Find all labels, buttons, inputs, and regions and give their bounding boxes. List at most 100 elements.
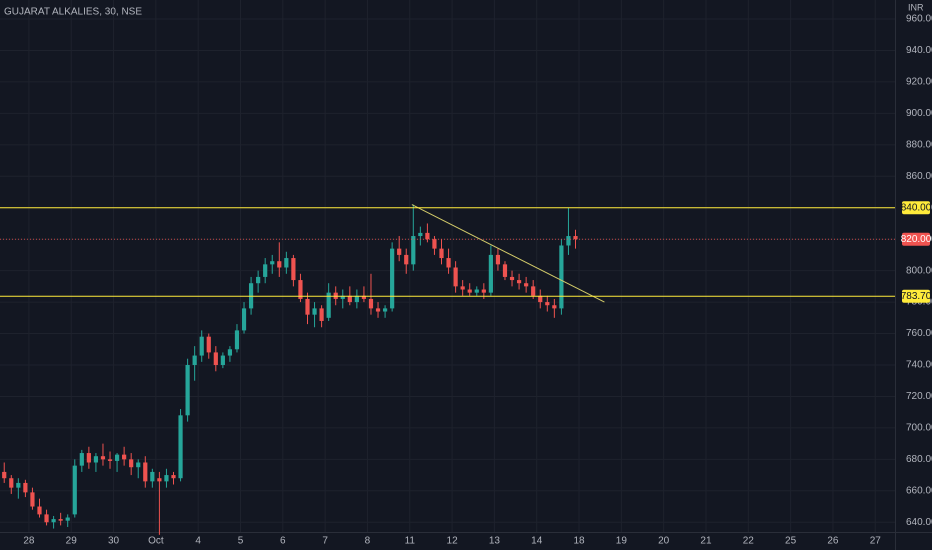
y-tick-label: 880.00 xyxy=(906,139,932,150)
x-tick-label: 13 xyxy=(489,536,501,547)
x-tick-label: 6 xyxy=(280,536,286,547)
x-tick-label: 5 xyxy=(238,536,244,547)
candle-body xyxy=(418,232,423,237)
x-tick-label: 8 xyxy=(365,536,371,547)
x-tick-label: 29 xyxy=(66,536,78,547)
candle-body xyxy=(291,258,296,281)
candle-body xyxy=(545,302,550,306)
y-axis-unit: INR xyxy=(908,2,924,12)
y-tick-label: 720.00 xyxy=(906,391,932,402)
candle-body xyxy=(79,453,84,466)
candle-body xyxy=(171,475,176,479)
price-tag xyxy=(902,289,930,303)
y-tick-label: 900.00 xyxy=(906,108,932,119)
y-tick-label: 940.00 xyxy=(906,45,932,56)
candle-body xyxy=(241,308,247,331)
candle-body xyxy=(150,471,155,482)
candle-body xyxy=(157,478,162,482)
candle-body xyxy=(474,289,479,293)
candle-body xyxy=(481,289,486,293)
x-tick-label: 25 xyxy=(785,536,797,547)
y-tick-label: 660.00 xyxy=(906,485,932,496)
x-tick-label: 22 xyxy=(743,536,755,547)
candle-body xyxy=(122,454,127,460)
candle-body xyxy=(93,456,99,463)
x-tick-label: 7 xyxy=(322,536,328,547)
y-tick-label: 640.00 xyxy=(906,517,932,528)
candle-body xyxy=(354,295,359,303)
candle-body xyxy=(446,258,451,268)
candle-body xyxy=(375,308,381,312)
candle-body xyxy=(411,236,416,265)
candle-body xyxy=(51,519,56,523)
candle-body xyxy=(100,456,106,460)
candle-body xyxy=(516,280,522,284)
candle-body xyxy=(340,295,345,299)
price-tag-label: 783.70 xyxy=(901,291,932,302)
candle-body xyxy=(439,248,444,259)
y-tick-label: 920.00 xyxy=(906,77,932,88)
y-tick-label: 800.00 xyxy=(906,265,932,276)
y-tick-label: 700.00 xyxy=(906,423,932,434)
candle-body xyxy=(305,298,310,315)
candle-body xyxy=(213,352,218,365)
candle-body xyxy=(502,264,508,277)
candle-body xyxy=(404,254,409,265)
candle-body xyxy=(573,236,578,240)
candle-body xyxy=(566,236,571,246)
x-tick-label: 18 xyxy=(573,536,585,547)
candle-body xyxy=(326,292,331,318)
x-tick-label: 14 xyxy=(531,536,543,547)
candle-body xyxy=(467,289,472,293)
price-tag-label: 840.00 xyxy=(901,202,932,213)
candle-body xyxy=(460,286,465,290)
candle-body xyxy=(129,459,134,468)
candle-body xyxy=(220,355,225,365)
candle-body xyxy=(16,482,21,488)
candle-body xyxy=(256,276,261,284)
x-tick-label: 19 xyxy=(616,536,628,547)
candle-body xyxy=(37,506,42,515)
x-tick-label: 21 xyxy=(700,536,712,547)
candle-body xyxy=(277,261,282,268)
candle-body xyxy=(30,492,35,507)
x-tick-label: 20 xyxy=(658,536,670,547)
candle-body xyxy=(509,276,515,281)
candle-body xyxy=(361,295,367,299)
candle-body xyxy=(284,258,289,268)
candle-body xyxy=(65,517,70,521)
candle-body xyxy=(524,283,529,287)
x-tick-label: 12 xyxy=(447,536,459,547)
candle-body xyxy=(178,415,183,479)
x-tick-label: 28 xyxy=(23,536,35,547)
candle-body xyxy=(425,232,430,240)
candle-body xyxy=(263,264,268,277)
candle-body xyxy=(199,336,204,356)
candle-body xyxy=(531,286,536,296)
x-tick-label: 11 xyxy=(405,536,416,547)
candle-body xyxy=(23,482,28,493)
candle-body xyxy=(298,280,303,299)
x-tick-label: 27 xyxy=(870,536,882,547)
candle-body xyxy=(347,295,352,303)
y-tick-label: 740.00 xyxy=(906,360,932,371)
candle-body xyxy=(234,330,240,350)
candle-body xyxy=(397,248,402,255)
trendline xyxy=(411,204,605,303)
y-tick-label: 760.00 xyxy=(906,328,932,339)
current-price-tag xyxy=(902,232,930,246)
y-tick-label: 860.00 xyxy=(906,171,932,182)
candle-body xyxy=(136,462,141,468)
candle-body xyxy=(538,295,543,303)
candle-body xyxy=(319,308,324,321)
candle-body xyxy=(368,298,374,309)
candle-body xyxy=(270,261,275,265)
candle-body xyxy=(185,364,190,416)
x-tick-label: Oct xyxy=(148,536,164,547)
x-tick-label: 26 xyxy=(827,536,839,547)
candle-body xyxy=(164,475,169,482)
price-tag xyxy=(902,201,930,215)
